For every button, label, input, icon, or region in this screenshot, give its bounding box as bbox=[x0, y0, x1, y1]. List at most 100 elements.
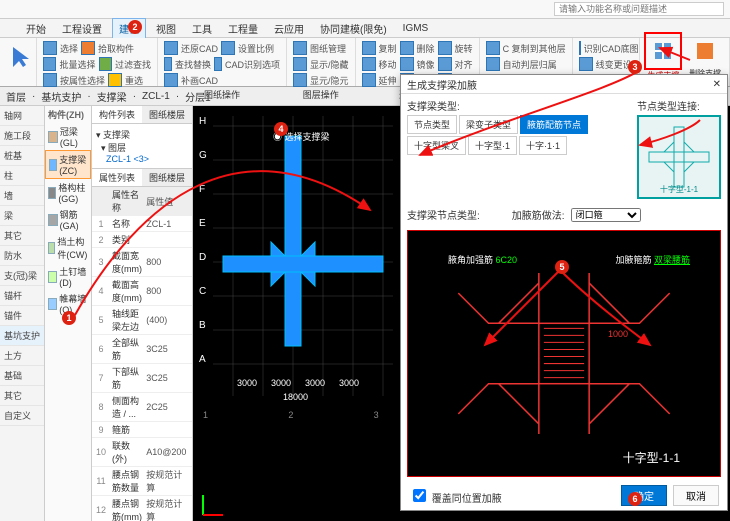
tree[interactable]: ▾ 支撑梁 ▾ 图层 ZCL-1 <3> bbox=[92, 124, 192, 169]
nav-other2[interactable]: 其它 bbox=[0, 386, 44, 406]
tab-t3[interactable]: 腋筋配筋节点 bbox=[520, 115, 588, 134]
menu-cloud[interactable]: 云应用 bbox=[268, 19, 310, 38]
rb-cad1[interactable]: 还原CAD 设置比例 bbox=[162, 40, 282, 56]
prop-row[interactable]: 9箍筋 bbox=[92, 422, 192, 438]
property-panel: 构件列表 图纸楼层 ▾ 支撑梁 ▾ 图层 ZCL-1 <3> 属性列表 图纸楼层… bbox=[92, 106, 193, 521]
prop-row[interactable]: 6全部纵筋3C25 bbox=[92, 335, 192, 364]
mid-l2: 加腋筋做法: bbox=[512, 207, 565, 222]
nav-other[interactable]: 其它 bbox=[0, 226, 44, 246]
callout-1: 1 bbox=[62, 311, 76, 325]
menu-collab[interactable]: 协同建模(限免) bbox=[314, 19, 393, 38]
cancel-button[interactable]: 取消 bbox=[673, 485, 719, 506]
tree-tabs: 构件列表 图纸楼层 bbox=[92, 106, 192, 124]
search-input[interactable] bbox=[554, 2, 724, 16]
rb-op1[interactable]: 复制 删除 旋转 bbox=[360, 40, 475, 56]
tab-tree[interactable]: 构件列表 bbox=[92, 106, 142, 123]
tab-floors2[interactable]: 图纸楼层 bbox=[142, 169, 192, 186]
rb-rec[interactable]: 识别CAD底图 bbox=[577, 40, 635, 56]
nav-pit[interactable]: 基坑支护 bbox=[0, 326, 44, 346]
prop-row[interactable]: 8侧面构造 / ...2C25 bbox=[92, 393, 192, 422]
dim1: 3000 bbox=[237, 378, 257, 388]
prop-row[interactable]: 4截面高度(mm)800 bbox=[92, 277, 192, 306]
menu-igms[interactable]: IGMS bbox=[397, 21, 435, 36]
menu-view[interactable]: 视图 bbox=[150, 19, 182, 38]
nav-beam[interactable]: 梁 bbox=[0, 206, 44, 226]
prop-row[interactable]: 11腰点钢筋数量按规范计算 bbox=[92, 467, 192, 496]
callout-2: 2 bbox=[128, 20, 142, 34]
rb-layer1[interactable]: 图纸管理 bbox=[291, 40, 351, 56]
cl-cw[interactable]: 挡土构件(CW) bbox=[45, 233, 91, 263]
menu-start[interactable]: 开始 bbox=[20, 19, 52, 38]
nav-cap[interactable]: 支(冠)梁 bbox=[0, 266, 44, 286]
nav-wp[interactable]: 防水 bbox=[0, 246, 44, 266]
stirrup-select[interactable]: 闭口箍 bbox=[571, 208, 641, 222]
tab-props[interactable]: 属性列表 bbox=[92, 169, 142, 186]
property-table[interactable]: 属性名称属性值 1名称ZCL-12类别3截面宽度(mm)8004截面高度(mm)… bbox=[92, 187, 192, 521]
title-bar bbox=[0, 0, 730, 19]
rb-line[interactable]: 线变更设 bbox=[577, 56, 635, 72]
category-nav: 轴网 施工段 桩基 柱 墙 梁 其它 防水 支(冠)梁 锚杆 锚件 基坑支护 土… bbox=[0, 106, 45, 521]
cl-gg[interactable]: 格构柱(GG) bbox=[45, 179, 91, 206]
menu-qty[interactable]: 工程量 bbox=[222, 19, 264, 38]
prop-row[interactable]: 5轴线距梁左边(400) bbox=[92, 306, 192, 335]
mid-l1: 支撑梁节点类型: bbox=[407, 207, 480, 222]
close-icon[interactable]: ✕ bbox=[713, 79, 721, 90]
lbl-t2[interactable]: 十字型·1 bbox=[468, 136, 517, 155]
rb-cad3[interactable]: 补画CAD bbox=[162, 72, 282, 88]
cl-gl[interactable]: 冠梁(GL) bbox=[45, 123, 91, 150]
rb-layer3[interactable]: 显元/隐元 bbox=[291, 72, 351, 88]
rb-copy[interactable]: C 复制到其他层 bbox=[484, 40, 568, 56]
type-select[interactable]: 支撑梁 bbox=[97, 89, 127, 104]
tab-t2[interactable]: 梁变子类型 bbox=[459, 115, 518, 134]
nav-pile[interactable]: 桩基 bbox=[0, 146, 44, 166]
select-tool[interactable] bbox=[4, 40, 38, 74]
menu-project[interactable]: 工程设置 bbox=[56, 19, 108, 38]
nav-custom[interactable]: 自定义 bbox=[0, 406, 44, 426]
nav-wall[interactable]: 墙 bbox=[0, 186, 44, 206]
generate-haunch-button[interactable] bbox=[644, 32, 682, 70]
nav-earth[interactable]: 土方 bbox=[0, 346, 44, 366]
prop-row[interactable]: 3截面宽度(mm)800 bbox=[92, 248, 192, 277]
dialog-title: 生成支撑梁加腋 bbox=[407, 77, 477, 92]
dim4: 3000 bbox=[339, 378, 359, 388]
prop-row[interactable]: 7下部纵筋3C25 bbox=[92, 364, 192, 393]
nav-seg[interactable]: 施工段 bbox=[0, 126, 44, 146]
overwrite-check[interactable]: 覆盖同位置加腋 bbox=[409, 486, 502, 505]
cat-select[interactable]: 基坑支护 bbox=[41, 89, 81, 104]
dl-badge: 1000 bbox=[606, 329, 630, 339]
cl-d[interactable]: 土钉墙(D) bbox=[45, 263, 91, 290]
nav-axis[interactable]: 轴网 bbox=[0, 106, 44, 126]
rb-cad2[interactable]: 查找替换 CAD识别选项 bbox=[162, 56, 282, 72]
rb-layer2[interactable]: 显示/隐藏 bbox=[291, 56, 351, 72]
generate-haunch-dialog: 生成支撑梁加腋 ✕ 支撑梁类型: 节点类型 梁变子类型 腋筋配筋节点 十字型梁叉… bbox=[400, 74, 728, 511]
tab-t1[interactable]: 节点类型 bbox=[407, 115, 457, 134]
menu-tool[interactable]: 工具 bbox=[186, 19, 218, 38]
rb-op2[interactable]: 移动 镜像 对齐 bbox=[360, 56, 475, 72]
dl-caption: 十字型-1-1 bbox=[623, 449, 680, 466]
prop-row[interactable]: 12腰点钢筋(mm)按规范计算 bbox=[92, 496, 192, 521]
floor-select[interactable]: 首层 bbox=[6, 89, 26, 104]
lbl-t3[interactable]: 十字·1·1 bbox=[519, 136, 567, 155]
dialog-titlebar[interactable]: 生成支撑梁加腋 ✕ bbox=[401, 75, 727, 94]
nav-anchor[interactable]: 锚杆 bbox=[0, 286, 44, 306]
nav-anchor2[interactable]: 锚件 bbox=[0, 306, 44, 326]
rb-auto[interactable]: 自动判层归属 bbox=[484, 56, 568, 72]
rb-attr[interactable]: 按属性选择 重选 bbox=[41, 72, 153, 88]
nav-found[interactable]: 基础 bbox=[0, 366, 44, 386]
type-tabs: 节点类型 梁变子类型 腋筋配筋节点 bbox=[407, 115, 629, 134]
cl-ga[interactable]: 钢筋(GA) bbox=[45, 206, 91, 233]
prop-row[interactable]: 2类别 bbox=[92, 232, 192, 248]
rb-pick[interactable]: 选择 拾取构件 bbox=[41, 40, 153, 56]
delete-haunch-button[interactable] bbox=[688, 34, 722, 68]
prop-row[interactable]: 1名称ZCL-1 bbox=[92, 216, 192, 232]
callout-3: 3 bbox=[628, 60, 642, 74]
dl-left: 腋角加强筋 6C20 bbox=[448, 253, 517, 266]
lbl-t1[interactable]: 十字型梁叉 bbox=[407, 136, 466, 155]
node-thumbnail[interactable]: 十字型-1-1 bbox=[637, 115, 721, 199]
cl-zc[interactable]: 支撑梁(ZC) bbox=[45, 150, 91, 179]
rb-batch[interactable]: 批量选择 过滤查找 bbox=[41, 56, 153, 72]
link-waist[interactable]: 双梁腰筋 bbox=[654, 255, 690, 265]
nav-col[interactable]: 柱 bbox=[0, 166, 44, 186]
tab-floor[interactable]: 图纸楼层 bbox=[142, 106, 192, 123]
prop-row[interactable]: 10联数(外)A10@200 bbox=[92, 438, 192, 467]
